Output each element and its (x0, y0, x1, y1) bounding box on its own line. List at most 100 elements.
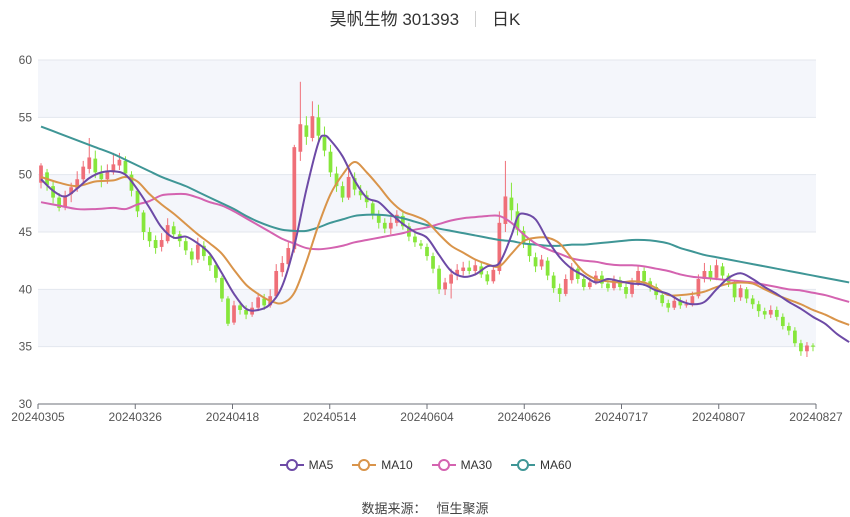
candle-up (569, 267, 574, 281)
candle-up (232, 305, 236, 323)
x-tick-label: 20240604 (400, 410, 454, 424)
y-tick-label: 60 (19, 53, 33, 67)
candle-down (328, 151, 333, 173)
source-label: 数据来源： (361, 501, 427, 516)
candle-up (388, 222, 393, 229)
x-tick-label: 20240305 (11, 410, 65, 424)
candle-down (316, 117, 321, 136)
legend-label-ma10: MA10 (381, 458, 413, 472)
candle-down (756, 304, 761, 312)
candle-down (238, 305, 242, 310)
candle-down (358, 190, 363, 196)
candle-down (99, 173, 104, 180)
candle-down (93, 158, 98, 173)
candle-down (226, 298, 230, 324)
candle-up (81, 166, 86, 180)
y-tick-label: 55 (19, 110, 33, 124)
y-tick-label: 50 (19, 168, 33, 182)
grid-band (38, 174, 816, 232)
stock-name: 昊帆生物 301393 (329, 10, 460, 29)
candle-down (183, 241, 188, 251)
candle-down (509, 197, 514, 211)
candle-down (189, 251, 194, 260)
candle-down (437, 268, 441, 290)
candle-up (310, 116, 315, 138)
legend: MA5 MA10 MA30 MA60 (0, 458, 850, 472)
candle-down (123, 160, 128, 174)
y-tick-label: 40 (19, 282, 33, 296)
candle-down (545, 260, 550, 276)
legend-item-ma60[interactable]: MA60 (510, 458, 571, 472)
candle-down (244, 309, 248, 315)
candle-up (159, 240, 164, 247)
candle-up (805, 345, 809, 352)
candle-down (581, 279, 586, 288)
candle-down (762, 311, 767, 315)
candle-down (431, 256, 435, 269)
y-tick-label: 45 (19, 225, 33, 239)
candle-up (105, 171, 110, 180)
candle-up (497, 222, 502, 271)
candle-up (672, 300, 677, 308)
candle-up (298, 124, 303, 152)
ma10-legend-icon (352, 459, 377, 471)
ma30-line (40, 192, 850, 303)
ma30-legend-icon (431, 459, 456, 471)
candle-down (732, 282, 737, 298)
candle-up (286, 248, 291, 265)
candle-up (39, 165, 43, 183)
ma10-line (40, 161, 850, 326)
candle-down (322, 136, 327, 151)
legend-label-ma60: MA60 (540, 458, 572, 472)
candle-down (467, 267, 472, 271)
x-tick-label: 20240626 (498, 410, 552, 424)
candle-down (660, 295, 665, 304)
candle-down (557, 288, 562, 294)
candle-down (425, 246, 429, 257)
candle-down (485, 274, 490, 282)
candle-down (774, 309, 779, 317)
candle-down (208, 256, 212, 266)
x-tick-label: 20240717 (595, 410, 649, 424)
legend-item-ma30[interactable]: MA30 (431, 458, 492, 472)
candle-down (521, 230, 526, 244)
candle-up (346, 176, 351, 198)
data-source: 数据来源： 恒生聚源 (0, 498, 850, 517)
candle-up (455, 269, 460, 275)
x-tick-label: 20240514 (303, 410, 357, 424)
candle-up (702, 270, 707, 280)
candle-down (678, 300, 683, 306)
candle-down (515, 211, 520, 230)
candle-up (75, 179, 80, 189)
candle-down (666, 303, 671, 308)
candle-down (575, 268, 580, 280)
candle-down (382, 222, 387, 229)
legend-item-ma5[interactable]: MA5 (279, 458, 333, 472)
candle-down (750, 298, 755, 305)
candle-down (220, 277, 224, 299)
candle-down (147, 232, 152, 242)
candle-down (744, 289, 749, 299)
period-label: 日K (492, 10, 521, 29)
candle-up (449, 274, 453, 284)
candle-up (87, 157, 92, 169)
candle-down (413, 236, 417, 243)
candle-down (57, 197, 61, 208)
candle-up (630, 282, 634, 294)
candle-down (135, 190, 140, 212)
candle-down (708, 270, 713, 278)
legend-item-ma10[interactable]: MA10 (351, 458, 413, 472)
candle-up (117, 159, 122, 166)
candle-down (624, 287, 628, 294)
chart-title: 昊帆生物 301393 日K (0, 5, 850, 30)
candle-up (738, 288, 743, 298)
candle-down (780, 316, 785, 327)
candle-up (563, 279, 568, 294)
candle-up (63, 195, 68, 207)
candle-up (69, 187, 74, 195)
candle-down (376, 214, 381, 223)
candle-down (153, 240, 158, 249)
candle-down (551, 275, 556, 289)
ma5-line (40, 134, 850, 343)
